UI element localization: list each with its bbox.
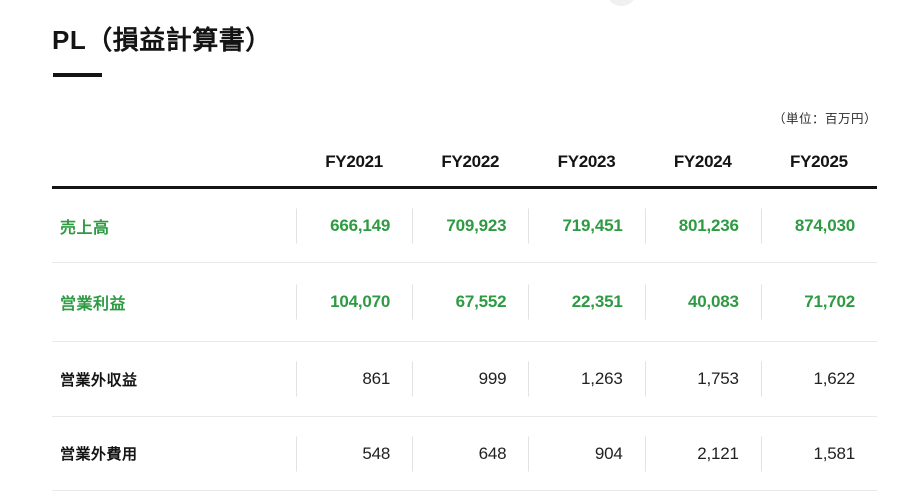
table-row-non-operating-income: 営業外収益 861 999 1,263 1,753 1,622	[52, 342, 877, 417]
cell-value: 874,030	[761, 189, 877, 262]
table-row-net-sales: 売上高 666,149 709,923 719,451 801,236 874,…	[52, 189, 877, 263]
table-row-non-operating-expenses: 営業外費用 548 648 904 2,121 1,581	[52, 417, 877, 491]
row-label: 営業外収益	[60, 371, 138, 389]
row-label: 営業利益	[60, 296, 127, 313]
row-label: 営業外費用	[60, 446, 138, 463]
cell-value: 1,263	[528, 342, 644, 416]
row-label: 売上高	[60, 219, 110, 237]
table-header-row: FY2021 FY2022 FY2023 FY2024 FY2025	[52, 132, 877, 189]
cell-value: 999	[412, 342, 528, 416]
column-header-fy2023: FY2023	[557, 152, 616, 171]
cell-value: 1,622	[761, 342, 877, 416]
cell-value: 719,451	[528, 189, 644, 262]
column-header-fy2022: FY2022	[441, 152, 500, 171]
page-title: PL（損益計算書）	[52, 25, 272, 55]
cell-value: 67,552	[412, 263, 528, 341]
table-row-operating-profit: 営業利益 104,070 67,552 22,351 40,083 71,702	[52, 263, 877, 342]
cell-value: 861	[296, 342, 412, 416]
cell-value: 548	[296, 417, 412, 490]
top-decoration-circle	[606, 0, 637, 6]
title-underline	[53, 73, 102, 77]
column-header-fy2025: FY2025	[790, 152, 848, 171]
cell-value: 904	[528, 417, 644, 490]
cell-value: 666,149	[296, 189, 412, 262]
cell-value: 2,121	[645, 417, 761, 490]
column-header-fy2024: FY2024	[673, 152, 732, 171]
cell-value: 22,351	[528, 263, 644, 341]
cell-value: 71,702	[761, 263, 877, 341]
column-header-fy2021: FY2021	[325, 152, 383, 171]
column-header-label	[52, 172, 296, 186]
cell-value: 709,923	[412, 189, 528, 262]
cell-value: 1,581	[761, 417, 877, 490]
table-body: 売上高 666,149 709,923 719,451 801,236 874,…	[52, 189, 877, 491]
cell-value: 648	[412, 417, 528, 490]
cell-value: 1,753	[645, 342, 761, 416]
unit-note: （単位：百万円）	[772, 112, 877, 126]
cell-value: 104,070	[296, 263, 412, 341]
cell-value: 801,236	[645, 189, 761, 262]
pl-table: FY2021 FY2022 FY2023 FY2024 FY2025 売上高 6…	[52, 132, 877, 491]
cell-value: 40,083	[645, 263, 761, 341]
